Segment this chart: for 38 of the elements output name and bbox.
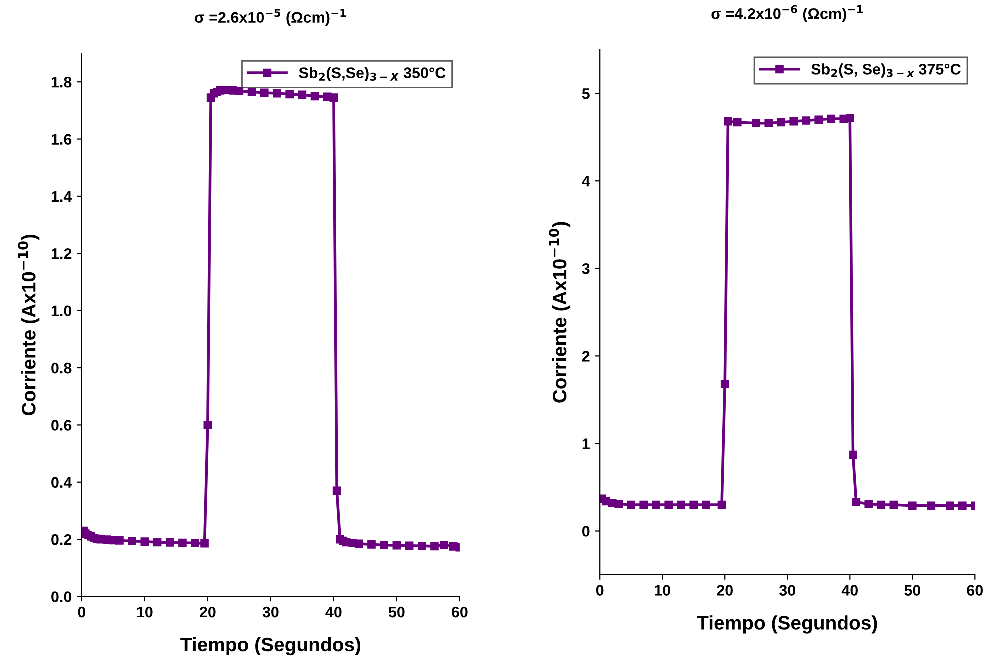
y-tick-label: 1 — [582, 438, 590, 450]
x-tick-label: 10 — [137, 606, 153, 618]
y-tick-label: 5 — [582, 88, 590, 100]
y-tick-label: 1.4 — [52, 192, 72, 202]
y-axis-title: Corriente (Ax10$^{−10}$) — [18, 234, 40, 416]
y-tick-label: 3 — [582, 264, 590, 274]
x-tick-label: 20 — [200, 606, 216, 618]
x-tick-label: 30 — [262, 606, 279, 618]
y-tick-label: 4 — [582, 176, 590, 187]
chart-title: σ =4.2x10$^{−6}$ (Ωcm)$^{−1}$ — [712, 5, 863, 22]
x-tick-label: 60 — [967, 585, 984, 596]
x-tick-label: 40 — [326, 606, 342, 618]
y-tick-label: 0.8 — [52, 362, 72, 374]
x-tick-label: 0 — [78, 606, 86, 618]
y-tick-label: 1.2 — [52, 248, 72, 260]
x-axis-title: Tiempo (Segundos) — [180, 637, 361, 656]
y-tick-label: 0.4 — [52, 477, 72, 488]
x-tick-label: 40 — [842, 585, 858, 596]
x-tick-label: 50 — [904, 585, 921, 596]
x-tick-label: 20 — [717, 585, 733, 596]
x-axis-title: Tiempo (Segundos) — [697, 616, 878, 634]
legend-label: Sb$_{2}$(S,Se)$_{3−X}$ 350°C — [299, 67, 446, 82]
x-tick-label: 50 — [388, 606, 405, 618]
x-tick-label: 0 — [596, 585, 604, 596]
y-tick-label: 0.2 — [52, 534, 72, 546]
y-tick-label: 1.0 — [52, 306, 72, 317]
y-axis-title: Corriente (Ax10$^{−10}$) — [548, 222, 571, 403]
y-tick-label: 0.0 — [52, 592, 72, 602]
chart-title: σ =2.6x10$^{−5}$ (Ωcm)$^{−1}$ — [194, 9, 346, 26]
y-tick-label: 1.6 — [52, 134, 72, 145]
y-tick-label: 0 — [582, 526, 590, 537]
y-tick-label: 1.8 — [52, 76, 72, 88]
y-tick-label: 2 — [582, 351, 590, 362]
x-tick-label: 30 — [779, 585, 796, 596]
x-tick-label: 60 — [452, 606, 468, 618]
legend-label: Sb$_{2}$(S, Se)$_{3−x}$ 375°C — [812, 64, 961, 78]
y-tick-label: 0.6 — [52, 420, 72, 431]
x-tick-label: 10 — [655, 585, 670, 596]
